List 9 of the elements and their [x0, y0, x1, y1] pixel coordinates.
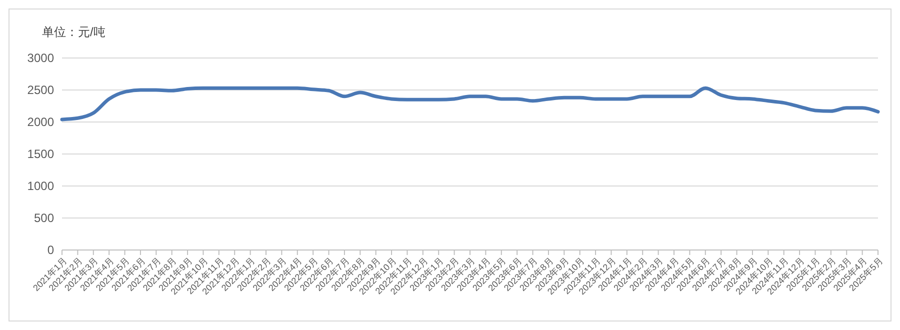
y-tick-label: 500: [34, 211, 54, 226]
y-tick-label: 3000: [27, 51, 54, 66]
line-series: [60, 86, 880, 122]
y-tick-label: 1500: [27, 147, 54, 162]
y-axis-title: 单位：元/吨: [42, 25, 106, 39]
y-tick-label: 2500: [27, 83, 54, 98]
y-tick-label: 1000: [27, 179, 54, 194]
y-tick-label: 0: [47, 243, 54, 258]
y-tick-label: 2000: [27, 115, 54, 130]
